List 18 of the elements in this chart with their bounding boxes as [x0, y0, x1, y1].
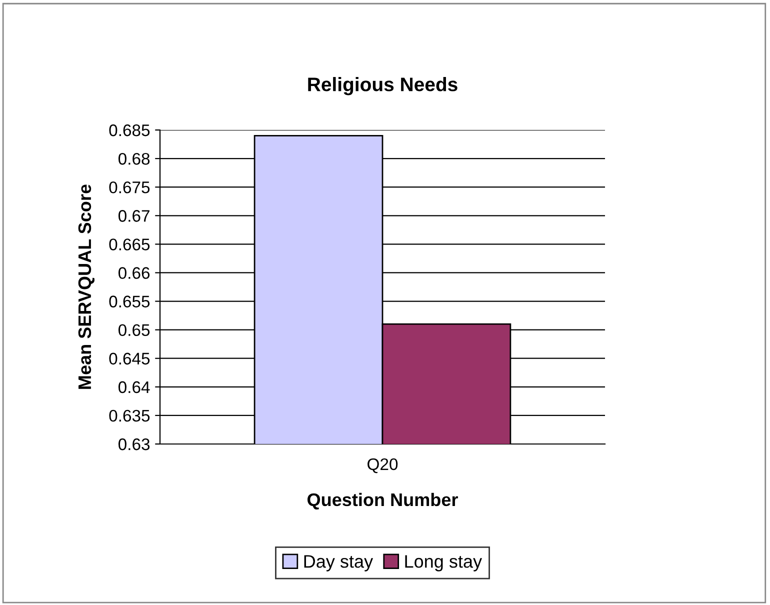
y-tick-label: 0.675: [109, 181, 150, 194]
y-tick-label: 0.645: [109, 352, 150, 365]
x-tick-label: Q20: [368, 458, 398, 474]
y-tick-label: 0.685: [109, 124, 150, 136]
y-tick-label: 0.64: [118, 381, 150, 394]
y-tick-label: 0.635: [109, 410, 150, 422]
x-axis-title: Question Number: [308, 492, 458, 510]
legend-label: Long stay: [405, 555, 482, 572]
chart-title: Religious Needs: [308, 77, 458, 96]
y-tick-label: 0.66: [118, 267, 150, 279]
y-tick-label: 0.65: [118, 324, 150, 336]
y-tick-label: 0.655: [109, 296, 150, 308]
legend-label: Day stay: [304, 555, 374, 572]
y-tick-label: 0.63: [118, 438, 150, 450]
y-axis-title: Mean SERVQUAL Score: [78, 184, 94, 389]
y-tick-label: 0.67: [118, 210, 150, 222]
y-tick-label: 0.665: [109, 238, 150, 250]
y-tick-label: 0.68: [118, 152, 150, 165]
